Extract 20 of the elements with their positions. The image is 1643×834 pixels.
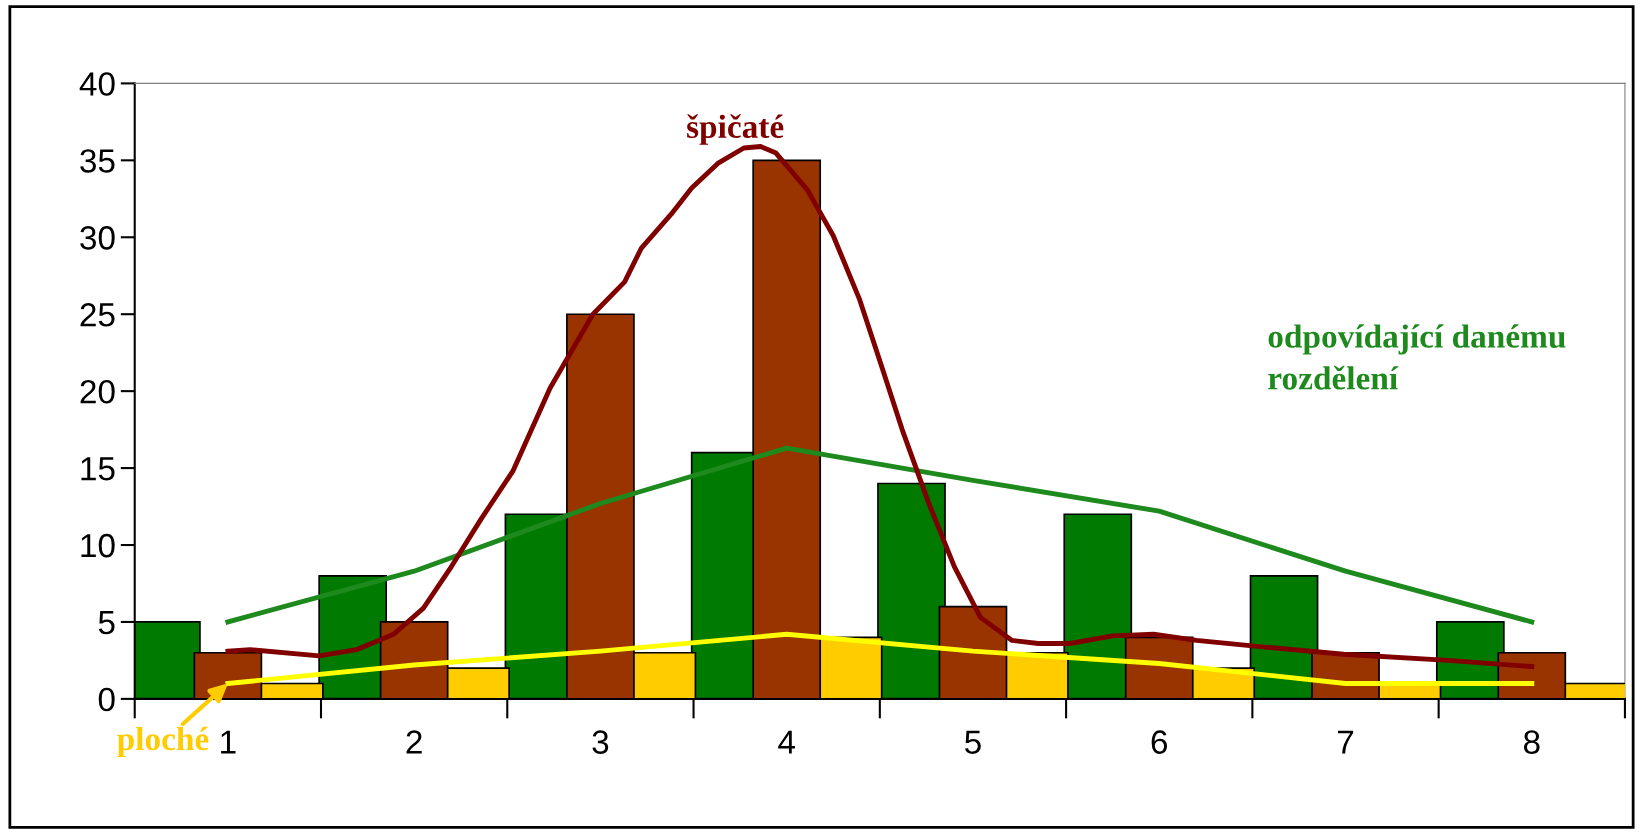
x-tick-label: 2 [406, 730, 422, 754]
x-tick-label: 3 [592, 730, 609, 754]
x-tick-label: 6 [1151, 730, 1168, 754]
text: odpovídající danému rozdělení [1268, 324, 1566, 390]
y-tick-label: 30 [80, 226, 115, 250]
x-tick-label: 7 [1337, 730, 1354, 754]
y-tick-label: 25 [80, 303, 115, 327]
y-tick-label: 5 [98, 611, 115, 635]
y-tick-label: 15 [81, 457, 115, 481]
y-tick-label: 40 [79, 72, 115, 96]
y-tick-label: 0 [98, 687, 115, 712]
y-tick-label: 20 [80, 379, 115, 404]
x-tick-label: 8 [1523, 730, 1540, 754]
series-label: ploché [117, 726, 209, 758]
x-tick-label: 4 [778, 730, 795, 754]
series-label: špičaté [687, 114, 784, 145]
y-tick-label: 10 [81, 533, 115, 558]
y-tick-label: 35 [80, 149, 115, 173]
x-tick-label: 5 [965, 730, 981, 754]
x-tick-label: 1 [221, 730, 236, 754]
